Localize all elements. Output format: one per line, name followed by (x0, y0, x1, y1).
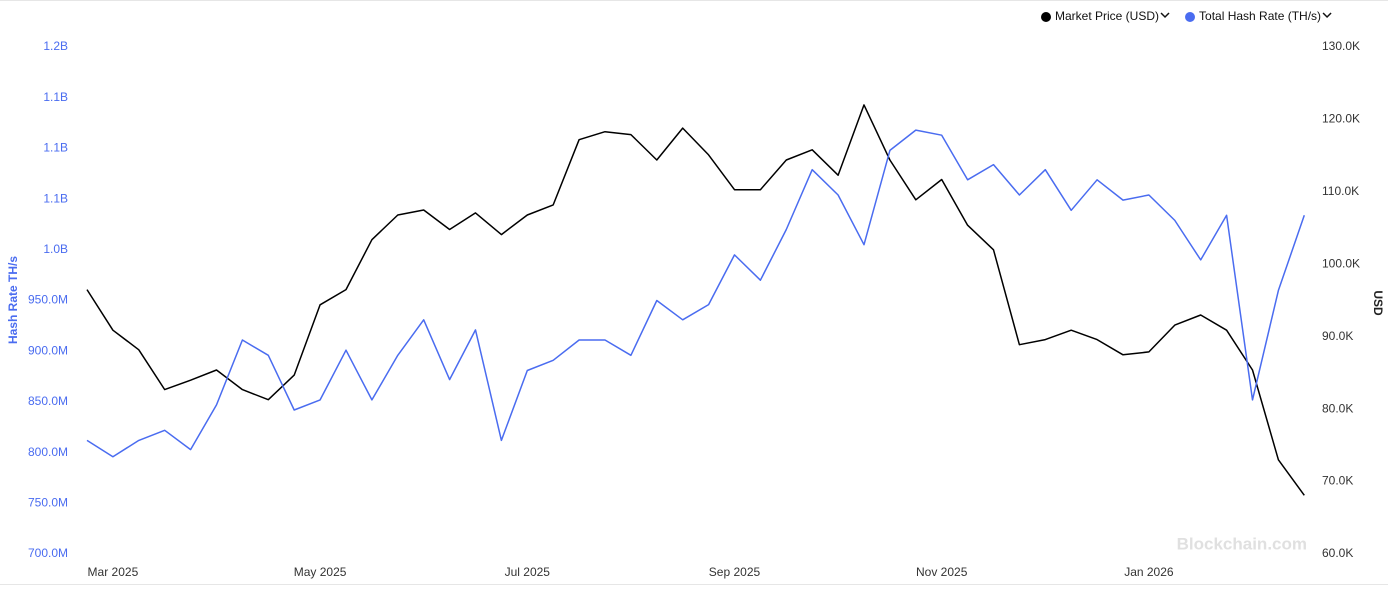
y2-tick-label: 80.0K (1322, 401, 1353, 415)
data-line (86, 104, 1305, 496)
y-tick-label: 900.0M (28, 343, 68, 357)
y2-tick-label: 60.0K (1322, 546, 1353, 560)
y2-tick-label: 130.0K (1322, 39, 1360, 53)
legend-chevron[interactable] (1322, 12, 1332, 19)
x-tick-label: May 2025 (294, 565, 347, 579)
y-tick-label: 1.2B (43, 39, 68, 53)
x-tick-label: Nov 2025 (916, 565, 968, 579)
y2-tick-label: 120.0K (1322, 112, 1360, 126)
y-tick-label: 850.0M (28, 394, 68, 408)
y2-tick-label: 110.0K (1322, 184, 1359, 198)
legend-marker[interactable] (1041, 12, 1051, 22)
y2-tick-label: 100.0K (1322, 256, 1360, 270)
y-tick-label: 1.0B (43, 242, 68, 256)
legend-marker[interactable] (1185, 12, 1196, 22)
y-tick-label: 700.0M (28, 546, 68, 560)
y-tick-label: 750.0M (28, 495, 68, 509)
legend-chevron[interactable] (1160, 12, 1170, 19)
y2-tick-label: 90.0K (1322, 329, 1353, 343)
data-line (86, 129, 1306, 458)
y2-tick-label: 70.0K (1322, 474, 1353, 488)
y-tick-label: 1.1B (43, 191, 68, 205)
x-tick-label: Jan 2026 (1124, 565, 1174, 579)
x-tick-label: Mar 2025 (88, 565, 139, 579)
y-tick-label: 800.0M (28, 445, 68, 459)
legend-label[interactable]: Market Price (USD) (1055, 9, 1159, 23)
y-axis-title: Hash Rate TH/s (6, 256, 20, 344)
y-tick-label: 1.1B (43, 141, 68, 155)
legend-label[interactable]: Total Hash Rate (TH/s) (1199, 9, 1321, 23)
x-tick-label: Jul 2025 (505, 565, 551, 579)
y-tick-label: 1.1B (43, 90, 68, 104)
x-tick-label: Sep 2025 (709, 565, 761, 579)
y2-axis-title: USD (1371, 290, 1385, 316)
y-tick-label: 950.0M (28, 293, 68, 307)
watermark: Blockchain.com (1177, 534, 1307, 553)
